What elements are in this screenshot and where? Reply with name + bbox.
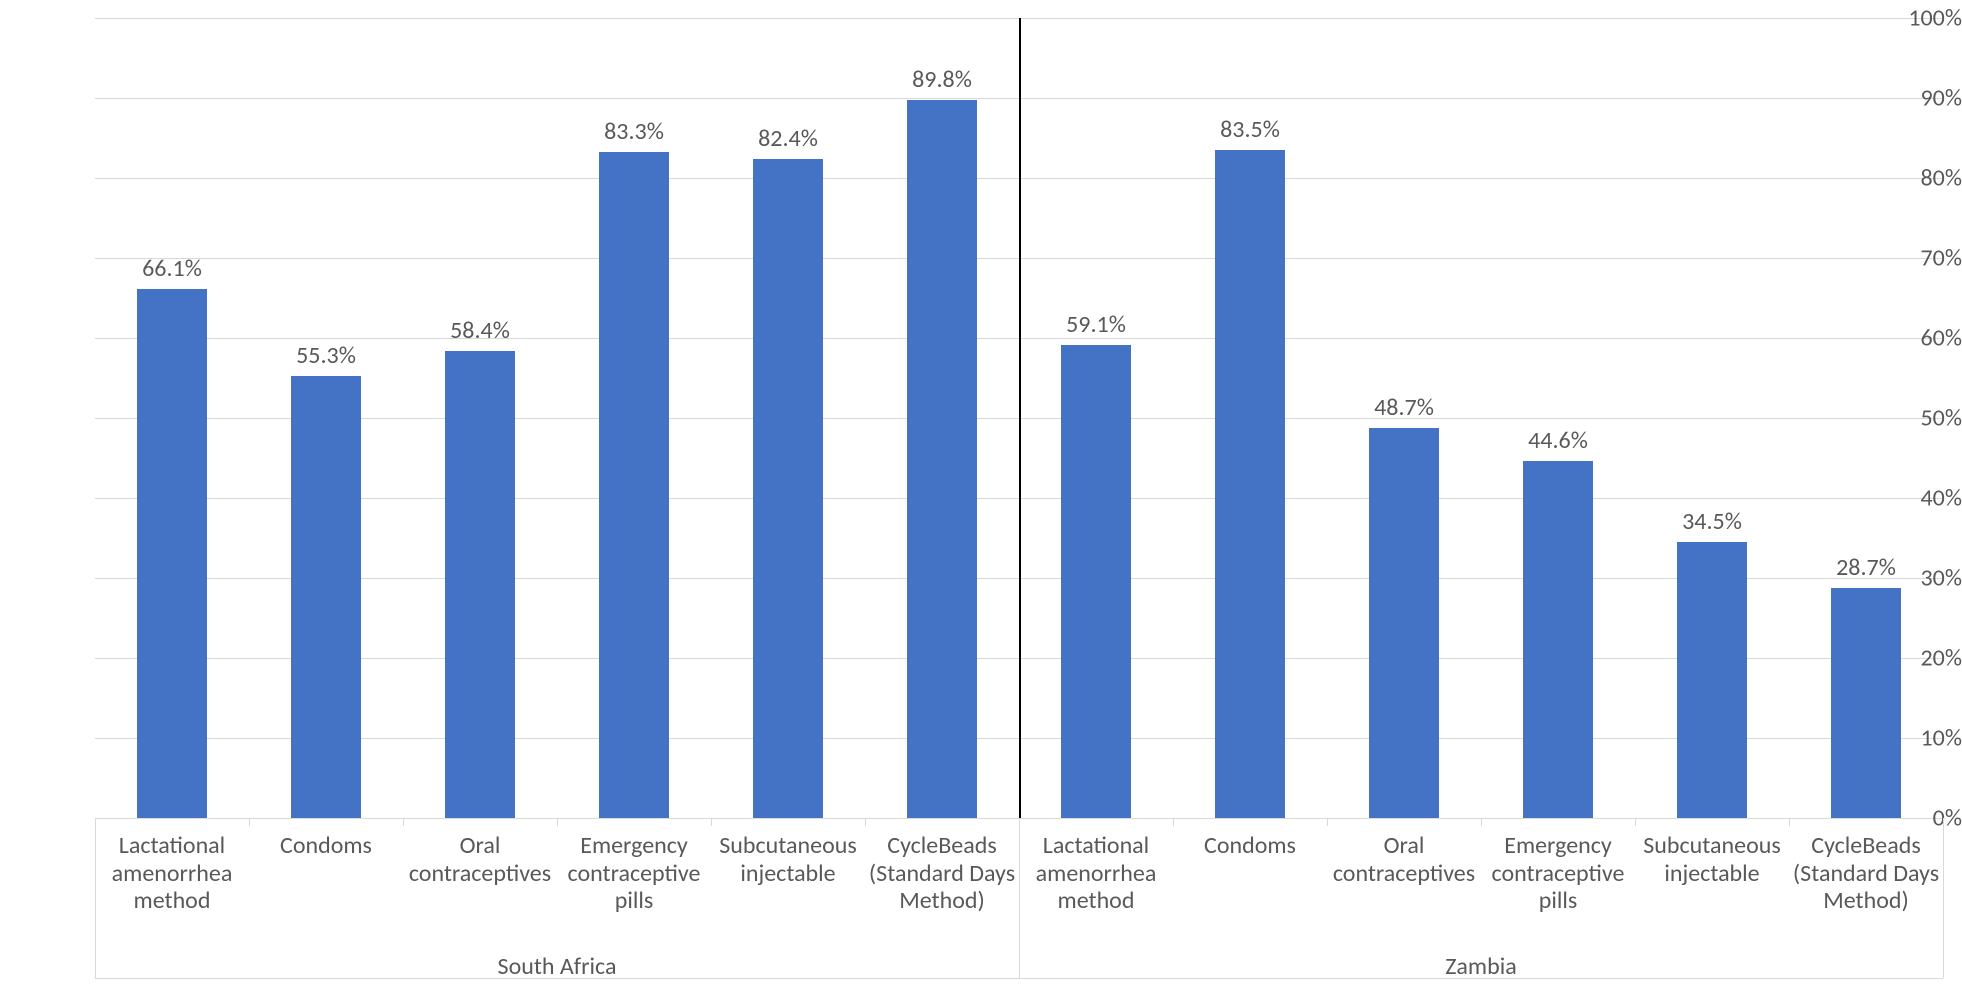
x-category-label: Subcutaneous injectable [1638, 832, 1786, 887]
x-tick [1019, 818, 1020, 978]
bar [137, 289, 208, 818]
bar [1523, 461, 1594, 818]
x-tick [1789, 818, 1790, 826]
bar [445, 351, 516, 818]
x-tick [1635, 818, 1636, 826]
x-category-label: Oral contraceptives [406, 832, 554, 887]
bar-value-label: 34.5% [1682, 507, 1742, 536]
x-category-label: Oral contraceptives [1330, 832, 1478, 887]
x-group-label: Zambia [1445, 952, 1516, 981]
x-axis-bottom-line [95, 978, 1943, 979]
x-tick [1481, 818, 1482, 826]
bar [291, 376, 362, 818]
bar [1061, 345, 1132, 818]
group-divider [1019, 18, 1021, 818]
bar-value-label: 89.8% [912, 65, 972, 94]
bar [753, 159, 824, 818]
x-category-label: Lactational amenorrhea method [1022, 832, 1170, 915]
x-category-label: Condoms [1176, 832, 1324, 860]
x-category-label: Lactational amenorrhea method [98, 832, 246, 915]
x-tick [1173, 818, 1174, 826]
bar-value-label: 48.7% [1374, 393, 1434, 422]
bar-value-label: 83.3% [604, 117, 664, 146]
x-category-label: CycleBeads (Standard Days Method) [868, 832, 1016, 915]
x-category-label: Emergency contraceptive pills [1484, 832, 1632, 915]
bar-value-label: 44.6% [1528, 426, 1588, 455]
bar [907, 100, 978, 818]
bar [1215, 150, 1286, 818]
x-category-label: Subcutaneous injectable [714, 832, 862, 887]
x-tick [1327, 818, 1328, 826]
bar [1369, 428, 1440, 818]
x-tick [403, 818, 404, 826]
x-tick [1943, 818, 1944, 978]
bar-value-label: 66.1% [142, 254, 202, 283]
x-tick [557, 818, 558, 826]
x-category-label: CycleBeads (Standard Days Method) [1792, 832, 1940, 915]
x-tick [865, 818, 866, 826]
bar [1677, 542, 1748, 818]
bar [1831, 588, 1902, 818]
x-category-label: Emergency contraceptive pills [560, 832, 708, 915]
x-tick [249, 818, 250, 826]
bar-value-label: 59.1% [1066, 310, 1126, 339]
bar-value-label: 58.4% [450, 316, 510, 345]
bar [599, 152, 670, 818]
bar-value-label: 55.3% [296, 341, 356, 370]
bar-value-label: 83.5% [1220, 115, 1280, 144]
bar-chart: 0%10%20%30%40%50%60%70%80%90%100% 66.1%5… [0, 0, 1962, 996]
x-tick [95, 818, 96, 978]
bar-value-label: 28.7% [1836, 553, 1896, 582]
x-category-label: Condoms [252, 832, 400, 860]
bar-value-label: 82.4% [758, 124, 818, 153]
plot-area: 66.1% 55.3% 58.4% 83.3% 82.4% 89.8% 59.1% 83.5%… [95, 18, 1943, 818]
x-group-label: South Africa [498, 952, 617, 981]
x-tick [711, 818, 712, 826]
